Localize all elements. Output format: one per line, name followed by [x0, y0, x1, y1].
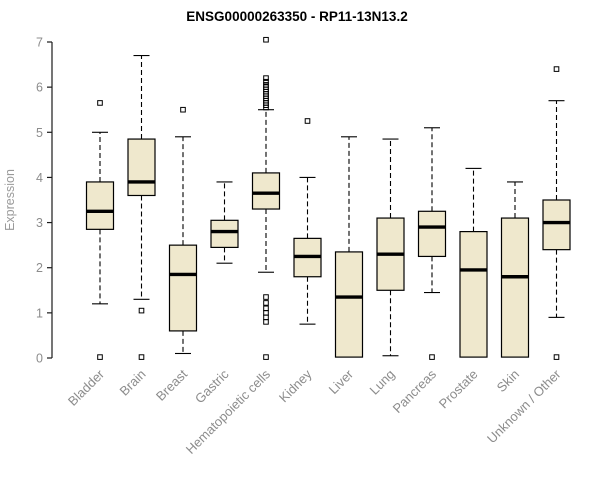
outlier-marker	[263, 300, 269, 306]
outlier-marker	[263, 36, 269, 43]
y-tick-label: 3	[36, 216, 43, 230]
box-Unknown / Other	[542, 66, 571, 360]
outlier-marker	[304, 118, 311, 124]
y-tick-label: 7	[36, 36, 43, 50]
box-Lung	[376, 138, 405, 357]
x-category-label: Breast	[153, 366, 190, 403]
y-tick-label: 2	[36, 261, 43, 275]
x-category-label: Pancreas	[390, 366, 440, 416]
x-category-label: Gastric	[192, 366, 232, 406]
y-axis-label: Expression	[3, 169, 17, 231]
outlier-marker	[97, 354, 103, 360]
box-Bladder	[85, 100, 115, 360]
box-Prostate	[459, 167, 488, 358]
outlier-marker	[138, 307, 145, 314]
x-category-label: Brain	[117, 367, 149, 399]
y-tick-label: 4	[36, 171, 43, 185]
outlier-marker	[263, 354, 269, 360]
x-category-label: Lung	[367, 367, 398, 398]
outlier-marker	[263, 104, 269, 111]
x-category-label: Unknown / Other	[484, 366, 564, 446]
outlier-marker	[180, 106, 186, 113]
outlier-marker	[263, 319, 269, 325]
outlier-marker	[263, 305, 269, 312]
outlier-marker	[263, 314, 269, 321]
outlier-marker	[553, 66, 560, 72]
x-category-label: Bladder	[65, 366, 108, 409]
x-category-label: Prostate	[436, 367, 481, 412]
outlier-marker	[263, 75, 269, 81]
box-Pancreas	[417, 127, 447, 360]
box-Liver	[334, 136, 364, 358]
box-Hematopoietic cells	[251, 36, 281, 360]
box-Skin	[500, 181, 530, 358]
outlier-marker	[263, 78, 269, 85]
box-Breast	[168, 106, 198, 355]
box-Brain	[127, 54, 156, 360]
y-tick-label: 0	[36, 352, 43, 366]
box-Gastric	[210, 181, 239, 264]
x-category-label: Liver	[326, 366, 357, 397]
x-category-label: Kidney	[276, 366, 315, 405]
outlier-marker	[138, 354, 145, 360]
y-tick-label: 5	[36, 126, 43, 140]
x-category-label: Skin	[494, 367, 522, 395]
outlier-marker	[553, 354, 560, 360]
outlier-marker	[263, 294, 269, 300]
outlier-marker	[263, 310, 269, 316]
chart-title: ENSG00000263350 - RP11-13N13.2	[186, 9, 407, 24]
box-Kidney	[293, 118, 322, 325]
outlier-marker	[429, 354, 435, 360]
y-tick-label: 1	[36, 306, 43, 320]
outlier-marker	[97, 100, 103, 106]
y-tick-label: 6	[36, 81, 43, 95]
